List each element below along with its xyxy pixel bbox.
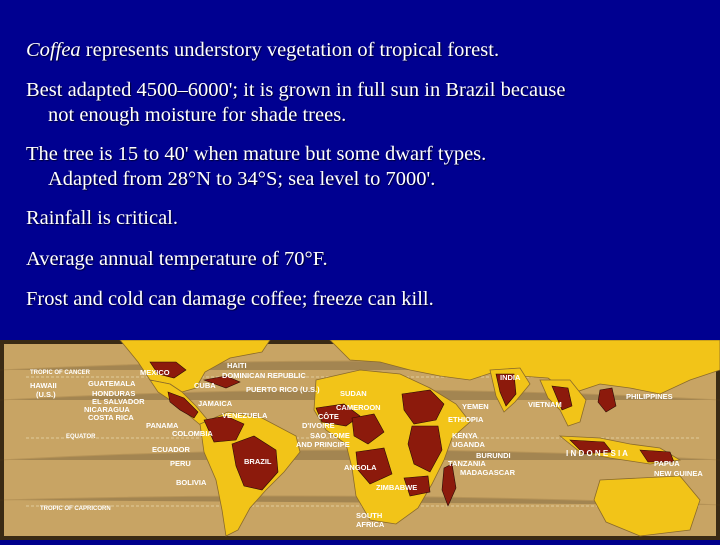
label-venezuela: VENEZUELA: [222, 411, 268, 420]
coffee-vietnam: [551, 385, 573, 411]
coffee-indonesia: [569, 439, 613, 455]
coffee-philippines: [597, 387, 617, 413]
label-guatemala: GUATEMALA: [88, 379, 136, 388]
label-uganda: UGANDA: [452, 440, 485, 449]
map-labels: TROPIC OF CANCER EQUATOR TROPIC OF CAPRI…: [30, 361, 703, 529]
label-el-salvador: EL SALVADOR: [92, 397, 145, 406]
bullet-text: represents understory vegetation of trop…: [80, 39, 500, 61]
coffee-colombia-venezuela: [203, 415, 245, 443]
coffee-brazil: [231, 435, 279, 491]
coffee-india: [495, 373, 517, 407]
label-panama: PANAMA: [146, 421, 179, 430]
coffee-east-africa: [407, 425, 443, 473]
bullet-frost: Frost and cold can damage coffee; freeze…: [26, 288, 434, 310]
coffee-angola: [355, 447, 393, 485]
label-indonesia: I N D O N E S I A: [566, 449, 628, 458]
label-burundi: BURUNDI: [476, 451, 511, 460]
bullet-line-2: not enough moisture for shade trees.: [48, 104, 347, 126]
label-sao-tome: SAO TOME: [310, 431, 350, 440]
label-angola: ANGOLA: [344, 463, 377, 472]
bullet-line-2: Adapted from 28°N to 34°S; sea level to …: [48, 168, 436, 190]
bullet-line-1: The tree is 15 to 40' when mature but so…: [26, 143, 487, 165]
land-north-america: [119, 339, 271, 393]
coffee-mexico: [149, 361, 187, 379]
label-cote: CÔTE: [318, 412, 339, 421]
bullet-rainfall: Rainfall is critical.: [26, 207, 178, 229]
label-and-principe: AND PRINCIPE: [296, 440, 350, 449]
label-ecuador: ECUADOR: [152, 445, 191, 454]
coffea-italic: Coffea: [26, 39, 81, 61]
label-puerto-rico: PUERTO RICO (U.S.): [246, 385, 320, 394]
bullet-best-adapted: Best adapted 4500–6000'; it is grown in …: [26, 78, 565, 128]
label-nicaragua: NICARAGUA: [84, 405, 130, 414]
label-bolivia: BOLIVIA: [176, 478, 207, 487]
label-papua: PAPUA: [654, 459, 680, 468]
label-ethiopia: ETHIOPIA: [448, 415, 484, 424]
bullet-line-1: Best adapted 4500–6000'; it is grown in …: [26, 79, 566, 101]
label-colombia: COLOMBIA: [172, 429, 213, 438]
equator-label: EQUATOR: [66, 434, 96, 440]
coffee-cameroon: [351, 413, 385, 445]
label-kenya: KENYA: [452, 431, 478, 440]
label-costa-rica: COSTA RICA: [88, 413, 134, 422]
label-africa: AFRICA: [356, 520, 385, 529]
label-brazil: BRAZIL: [244, 457, 272, 466]
coffee-madagascar: [441, 463, 457, 507]
label-haiti: HAITI: [227, 361, 247, 370]
coffee-central-america: [167, 391, 199, 419]
label-hawaii-us: (U.S.): [36, 390, 56, 399]
label-divoire: D'IVOIRE: [302, 421, 335, 430]
label-new-guinea: NEW GUINEA: [654, 469, 703, 478]
bullet-temperature: Average annual temperature of 70°F.: [26, 248, 328, 270]
bullet-coffea-understory: Coffea represents understory vegetation …: [26, 38, 499, 63]
bullet-tree-height: The tree is 15 to 40' when mature but so…: [26, 142, 486, 192]
label-vietnam: VIETNAM: [528, 400, 562, 409]
coffee-cuba-haiti: [202, 375, 241, 389]
label-sudan: SUDAN: [340, 389, 367, 398]
label-yemen: YEMEN: [462, 402, 489, 411]
label-philippines: PHILIPPINES: [626, 392, 673, 401]
label-dominican-republic: DOMINICAN REPUBLIC: [222, 371, 306, 380]
label-cuba: CUBA: [194, 381, 216, 390]
label-india: INDIA: [500, 373, 521, 382]
label-tanzania: TANZANIA: [448, 459, 486, 468]
coffee-papua: [639, 449, 675, 463]
map-svg: TROPIC OF CANCER EQUATOR TROPIC OF CAPRI…: [0, 339, 720, 540]
label-jamaica: JAMAICA: [198, 399, 233, 408]
coffee-zimbabwe: [403, 475, 431, 497]
label-south: SOUTH: [356, 511, 382, 520]
coffee-ethiopia-yemen: [401, 389, 445, 425]
land-australia: [593, 475, 701, 537]
label-peru: PERU: [170, 459, 191, 468]
tropic-of-capricorn-label: TROPIC OF CAPRICORN: [40, 506, 111, 512]
label-mexico: MEXICO: [140, 368, 170, 377]
label-honduras: HONDURAS: [92, 389, 135, 398]
coffee-world-map: TROPIC OF CANCER EQUATOR TROPIC OF CAPRI…: [0, 339, 720, 540]
label-cameroon: CAMEROON: [336, 403, 381, 412]
tropic-of-cancer-label: TROPIC OF CANCER: [30, 370, 91, 376]
label-hawaii: HAWAII: [30, 381, 57, 390]
label-madagascar: MADAGASCAR: [460, 468, 516, 477]
label-zimbabwe: ZIMBABWE: [376, 483, 417, 492]
land-europe-asia: [329, 339, 720, 395]
